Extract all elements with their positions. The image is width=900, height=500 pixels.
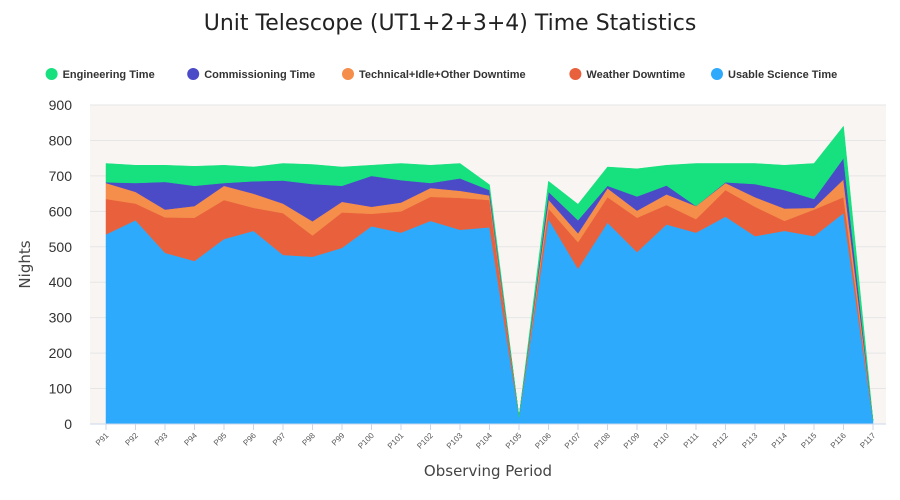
legend: Engineering Time Commissioning Time Techni…	[45, 68, 837, 81]
legend-label: Technical+Idle+Other Downtime	[359, 69, 526, 81]
x-tick-label: P93	[153, 431, 170, 448]
area-series-usable-science-time[interactable]	[105, 212, 874, 425]
x-tick-label: P103	[445, 431, 465, 451]
legend-item-technical-idle-other-downtime[interactable]: Technical+Idle+Other Downtime	[342, 68, 526, 81]
legend-marker	[187, 68, 200, 80]
x-tick-label: P98	[300, 431, 317, 448]
x-tick-label: P105	[504, 431, 524, 451]
y-tick-label: 600	[49, 203, 73, 219]
x-tick-label: P113	[740, 431, 760, 451]
legend-label: Commissioning Time	[204, 69, 315, 81]
x-tick-label: P111	[682, 431, 701, 450]
x-tick-label: P108	[592, 431, 612, 451]
x-axis-ticks: P91 P92 P93 P94 P95 P96 P97 P98 P99 P100 P101 P102 P…	[94, 424, 878, 451]
y-tick-label: 400	[49, 274, 73, 290]
y-tick-label: 300	[49, 310, 73, 326]
x-tick-label: P106	[533, 431, 553, 451]
area-series	[105, 126, 874, 425]
y-tick-label: 900	[49, 97, 73, 113]
legend-label: Usable Science Time	[728, 69, 837, 81]
x-tick-label: P109	[622, 431, 642, 451]
chart-title: Unit Telescope (UT1+2+3+4) Time Statisti…	[204, 11, 697, 36]
y-axis-ticks: 0 100 200 300 400 500 600 700 800 900	[49, 97, 73, 432]
x-tick-label: P99	[330, 431, 347, 448]
area-series-engineering-time[interactable]	[105, 126, 874, 421]
x-tick-label: P107	[563, 431, 583, 451]
legend-marker	[711, 68, 723, 80]
x-tick-label: P115	[799, 431, 819, 451]
x-tick-label: P112	[711, 431, 731, 451]
x-tick-label: P104	[474, 431, 494, 451]
legend-label: Engineering Time	[63, 69, 155, 81]
legend-item-usable-science-time[interactable]: Usable Science Time	[711, 68, 837, 81]
y-tick-label: 0	[64, 416, 72, 432]
legend-item-weather-downtime[interactable]: Weather Downtime	[569, 68, 685, 81]
legend-marker	[45, 68, 58, 80]
x-tick-label: P97	[271, 431, 288, 448]
legend-label: Weather Downtime	[586, 69, 685, 81]
legend-item-commissioning-time[interactable]: Commissioning Time	[187, 68, 315, 81]
y-tick-label: 100	[49, 381, 73, 397]
y-tick-label: 200	[49, 345, 73, 361]
x-tick-label: P117	[858, 431, 878, 451]
x-tick-label: P114	[770, 431, 790, 451]
y-tick-label: 500	[49, 239, 73, 255]
x-tick-label: P91	[94, 431, 111, 448]
x-tick-label: P116	[829, 431, 849, 451]
legend-marker	[342, 68, 354, 80]
x-tick-label: P101	[386, 431, 406, 451]
x-tick-label: P110	[652, 431, 672, 451]
y-tick-label: 700	[49, 168, 73, 184]
x-tick-label: P92	[123, 431, 140, 448]
y-axis-label: Nights	[16, 240, 34, 288]
x-tick-label: P95	[212, 431, 229, 448]
x-tick-label: P102	[415, 431, 435, 451]
x-tick-label: P96	[241, 431, 258, 448]
x-tick-label: P100	[356, 431, 376, 451]
y-tick-label: 800	[49, 132, 73, 148]
x-tick-label: P94	[182, 431, 199, 448]
x-axis-label: Observing Period	[424, 462, 552, 480]
legend-marker	[569, 68, 582, 80]
legend-item-engineering-time[interactable]: Engineering Time	[45, 68, 155, 81]
